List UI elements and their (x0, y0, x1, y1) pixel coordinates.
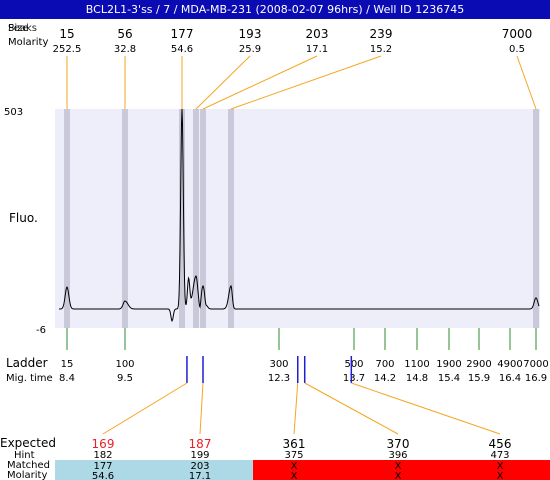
ladder-axis: Ladder Mig. time 15 8.4 100 9.5 300 12.3 500 13.7… (6, 328, 549, 384)
peak-molarity-label: 15.2 (370, 44, 392, 55)
expected-value: 370 (387, 437, 410, 451)
peak-size-label: 193 (239, 27, 262, 41)
ladder-time: 16.4 (499, 373, 521, 384)
matched-value: 203 (190, 461, 209, 472)
peak-size-label: 177 (171, 27, 194, 41)
peak-band (228, 109, 234, 328)
peak-size-label: 239 (370, 27, 393, 41)
peak-molarity-label: 25.9 (239, 44, 261, 55)
peak-band (533, 109, 539, 328)
peak-molarity-label: 252.5 (53, 44, 82, 55)
ladder-time: 12.3 (268, 373, 290, 384)
ladder-time: 8.4 (59, 373, 75, 384)
peak-connector (195, 55, 251, 110)
hint-value: 396 (388, 450, 407, 461)
mig-time-label: Mig. time (6, 373, 53, 384)
ladder-size: 700 (375, 359, 394, 370)
peak-size-label: 203 (306, 27, 329, 41)
molarity-label: Molarity (8, 37, 48, 48)
ladder-size: 2900 (466, 359, 491, 370)
fluorescence-trace (59, 108, 540, 322)
peak-connector (516, 55, 537, 110)
matched-fail-fill (253, 460, 550, 480)
hint-value: 473 (490, 450, 509, 461)
peak-molarity-label: 54.6 (171, 44, 193, 55)
ladder-size: 100 (115, 359, 134, 370)
expected-connector (304, 382, 399, 435)
matched-value: X (291, 461, 298, 472)
expected-label: Expected (0, 436, 56, 450)
ladder-time: 15.9 (468, 373, 490, 384)
expected-connector (293, 382, 299, 435)
peak-molarity-label: 17.1 (306, 44, 328, 55)
hint-value: 199 (190, 450, 209, 461)
ladder-label: Ladder (6, 356, 48, 370)
ladder-time: 14.8 (406, 373, 428, 384)
matched-value: 177 (93, 461, 112, 472)
peak-bands (64, 109, 539, 328)
ladder-size: 4900 (497, 359, 522, 370)
expected-value: 169 (92, 437, 115, 451)
ladder-time: 14.2 (374, 373, 396, 384)
peak-band (193, 109, 199, 328)
matched-molarity-value: X (291, 471, 298, 480)
ladder-time: 13.7 (343, 373, 365, 384)
y-axis-label: Fluo. (9, 211, 38, 225)
hint-value: 375 (284, 450, 303, 461)
ladder-size: 15 (61, 359, 74, 370)
matched-molarity-value: 54.6 (92, 471, 114, 480)
ladder-time: 15.4 (438, 373, 460, 384)
matched-ok-fill (55, 460, 253, 480)
hint-value: 182 (93, 450, 112, 461)
ladder-size: 7000 (523, 359, 548, 370)
expected-value: 187 (189, 437, 212, 451)
peak-band (179, 109, 185, 328)
matched-molarity-value: X (395, 471, 402, 480)
matched-value: X (395, 461, 402, 472)
hint-label: Hint (14, 450, 35, 461)
expected-value: 456 (489, 437, 512, 451)
matched-molarity-value: 17.1 (189, 471, 211, 480)
peak-band (122, 109, 128, 328)
plot-area (55, 109, 540, 328)
peak-connector (202, 55, 318, 110)
ladder-size: 500 (344, 359, 363, 370)
expected-connector (199, 382, 204, 435)
ladder-time: 16.9 (525, 373, 547, 384)
molarity-label: Molarity (7, 470, 47, 480)
peak-size-label: 15 (59, 27, 74, 41)
peak-size-label: 56 (117, 27, 132, 41)
matched-label: Matched (7, 460, 50, 471)
size-label: Size (8, 23, 29, 34)
y-tick-max: 503 (4, 107, 23, 118)
ladder-size: 300 (269, 359, 288, 370)
peaks-label: Peaks (8, 23, 37, 34)
ladder-size: 1900 (436, 359, 461, 370)
ladder-time: 9.5 (117, 373, 133, 384)
peak-size-label: 7000 (502, 27, 533, 41)
expected-value: 361 (283, 437, 306, 451)
ladder-size: 1100 (404, 359, 429, 370)
matched-value: X (497, 461, 504, 472)
peak-band (200, 109, 206, 328)
expected-connector (102, 382, 188, 435)
expected-connector (351, 382, 501, 435)
chart-title: BCL2L1-3'ss / 7 / MDA-MB-231 (2008-02-07… (0, 0, 550, 19)
y-tick-min: -6 (36, 325, 46, 336)
peak-molarity-label: 32.8 (114, 44, 136, 55)
peak-connectors (66, 55, 537, 110)
peak-band (64, 109, 70, 328)
peak-molarity-label: 0.5 (509, 44, 525, 55)
matched-molarity-value: X (497, 471, 504, 480)
peak-connector (230, 55, 382, 110)
